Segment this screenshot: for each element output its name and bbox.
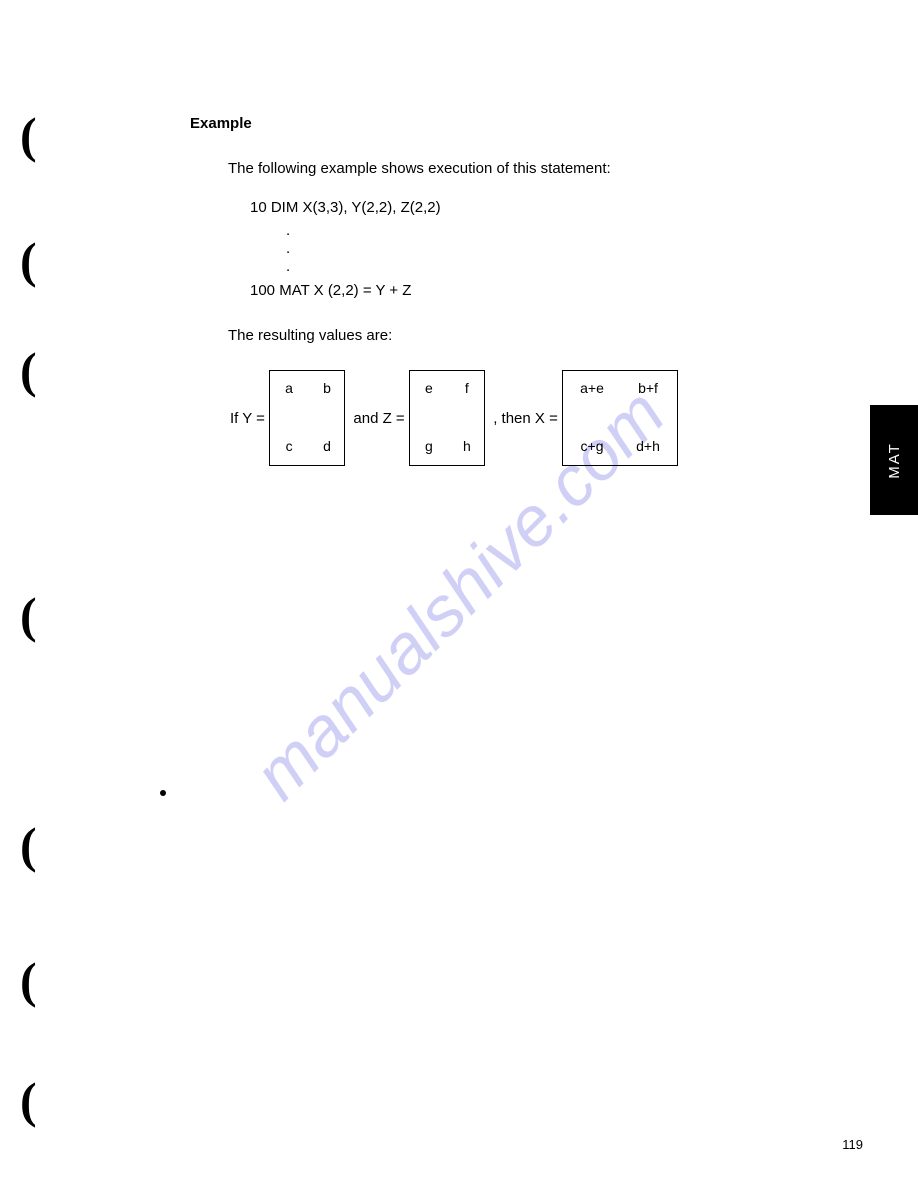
- side-tab-label: MAT: [886, 442, 903, 479]
- matrix-equation-row: If Y = a b c d and Z = e f g h , then X …: [230, 370, 830, 466]
- ellipsis-dot: .: [286, 222, 830, 240]
- content-area: Example The following example shows exec…: [190, 115, 830, 466]
- matrix-z-cell: f: [460, 381, 474, 397]
- binding-hole-mark: (: [20, 590, 37, 640]
- matrix-y-cell: a: [282, 381, 296, 397]
- matrix-z-cell: g: [422, 439, 436, 455]
- matrix-z-cell: e: [422, 381, 436, 397]
- binding-hole-mark: (: [20, 345, 37, 395]
- page-number: 119: [842, 1137, 863, 1152]
- ellipsis-dot: .: [286, 240, 830, 258]
- matrix-y-cell: c: [282, 439, 296, 455]
- binding-hole-mark: (: [20, 110, 37, 160]
- label-if-y: If Y =: [230, 410, 269, 427]
- ellipsis-dot: .: [286, 258, 830, 276]
- section-heading: Example: [190, 115, 830, 132]
- scan-artifact-dot: [160, 790, 166, 796]
- binding-hole-mark: (: [20, 235, 37, 285]
- result-text: The resulting values are:: [228, 327, 830, 344]
- intro-text: The following example shows execution of…: [228, 160, 830, 177]
- matrix-z: e f g h: [409, 370, 485, 466]
- page-root: ( ( ( ( ( ( ( manualshive.com Example Th…: [0, 0, 918, 1187]
- matrix-x: a+e b+f c+g d+h: [562, 370, 678, 466]
- matrix-y: a b c d: [269, 370, 345, 466]
- section-side-tab: MAT: [870, 405, 918, 515]
- matrix-x-cell: b+f: [629, 381, 667, 397]
- label-then-x: , then X =: [485, 410, 562, 427]
- label-and-z: and Z =: [345, 410, 409, 427]
- matrix-x-cell: a+e: [573, 381, 611, 397]
- matrix-z-cell: h: [460, 439, 474, 455]
- code-line-1: 10 DIM X(3,3), Y(2,2), Z(2,2): [250, 199, 830, 216]
- binding-hole-mark: (: [20, 1075, 37, 1125]
- code-line-2: 100 MAT X (2,2) = Y + Z: [250, 282, 830, 299]
- binding-hole-mark: (: [20, 955, 37, 1005]
- matrix-x-cell: c+g: [573, 439, 611, 455]
- matrix-x-cell: d+h: [629, 439, 667, 455]
- matrix-y-cell: d: [320, 439, 334, 455]
- binding-hole-mark: (: [20, 820, 37, 870]
- matrix-y-cell: b: [320, 381, 334, 397]
